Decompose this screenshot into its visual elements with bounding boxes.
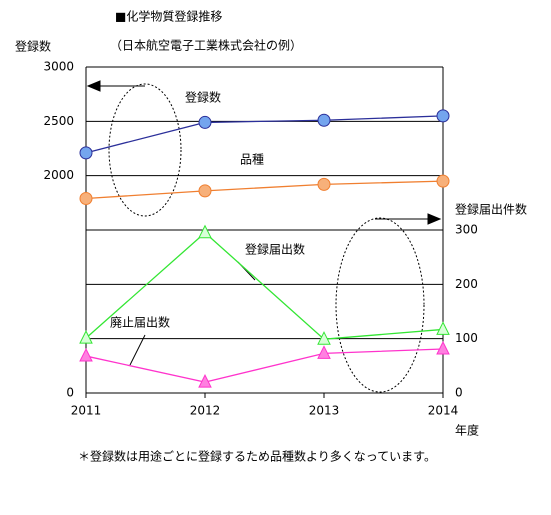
x-tick-label: 2011: [71, 404, 102, 418]
point: [317, 331, 331, 345]
y-tick-label: 0: [66, 386, 74, 400]
point: [198, 184, 212, 198]
callout-ellipse: [335, 217, 425, 393]
chart-subtitle: （日本航空電子工業株式会社の例）: [110, 38, 302, 53]
point: [79, 146, 93, 160]
point: [317, 177, 331, 191]
annotations: [86, 80, 442, 393]
series-label: 品種: [240, 153, 264, 167]
y2-tick-label: 300: [455, 223, 478, 237]
x-tick-label: 2014: [428, 404, 459, 418]
point: [79, 330, 93, 344]
y2-tick-label: 100: [455, 331, 478, 345]
arrowhead: [86, 80, 101, 92]
x-tick-label: 2013: [309, 404, 340, 418]
series-label: 登録数: [185, 90, 221, 105]
point: [79, 191, 93, 205]
point: [436, 109, 450, 123]
y2-tick-label: 200: [455, 277, 478, 291]
point: [198, 224, 212, 239]
x-axis-label: 年度: [455, 423, 479, 438]
y-tick-label: 2000: [43, 168, 74, 182]
point: [436, 321, 450, 335]
arrowhead: [427, 213, 442, 225]
series-line: [85, 180, 444, 200]
series-line: [85, 231, 444, 340]
point: [436, 340, 450, 355]
series-label: 廃止届出数: [110, 315, 170, 330]
y2-tick-label: 0: [455, 386, 463, 400]
y-tick-label: 3000: [43, 60, 74, 74]
y-tick-label: 2500: [43, 114, 74, 128]
y2-axis-label: 登録届出件数: [455, 202, 527, 217]
y-axis-label: 登録数: [15, 39, 51, 54]
series-label: 登録届出数: [245, 242, 305, 257]
point: [79, 347, 93, 362]
leader-line: [129, 334, 146, 366]
chart-title: ■化学物質登録推移: [115, 9, 222, 24]
point: [198, 115, 212, 129]
point: [317, 113, 331, 127]
footnote: ＊登録数は用途ごとに登録するため品種数より多くなっています。: [78, 449, 436, 464]
series-line: [85, 115, 444, 154]
point: [317, 345, 331, 359]
series-line: [85, 348, 444, 383]
x-tick-label: 2012: [190, 404, 221, 418]
callout-ellipse: [108, 83, 182, 217]
point: [436, 174, 450, 188]
point: [198, 374, 212, 388]
